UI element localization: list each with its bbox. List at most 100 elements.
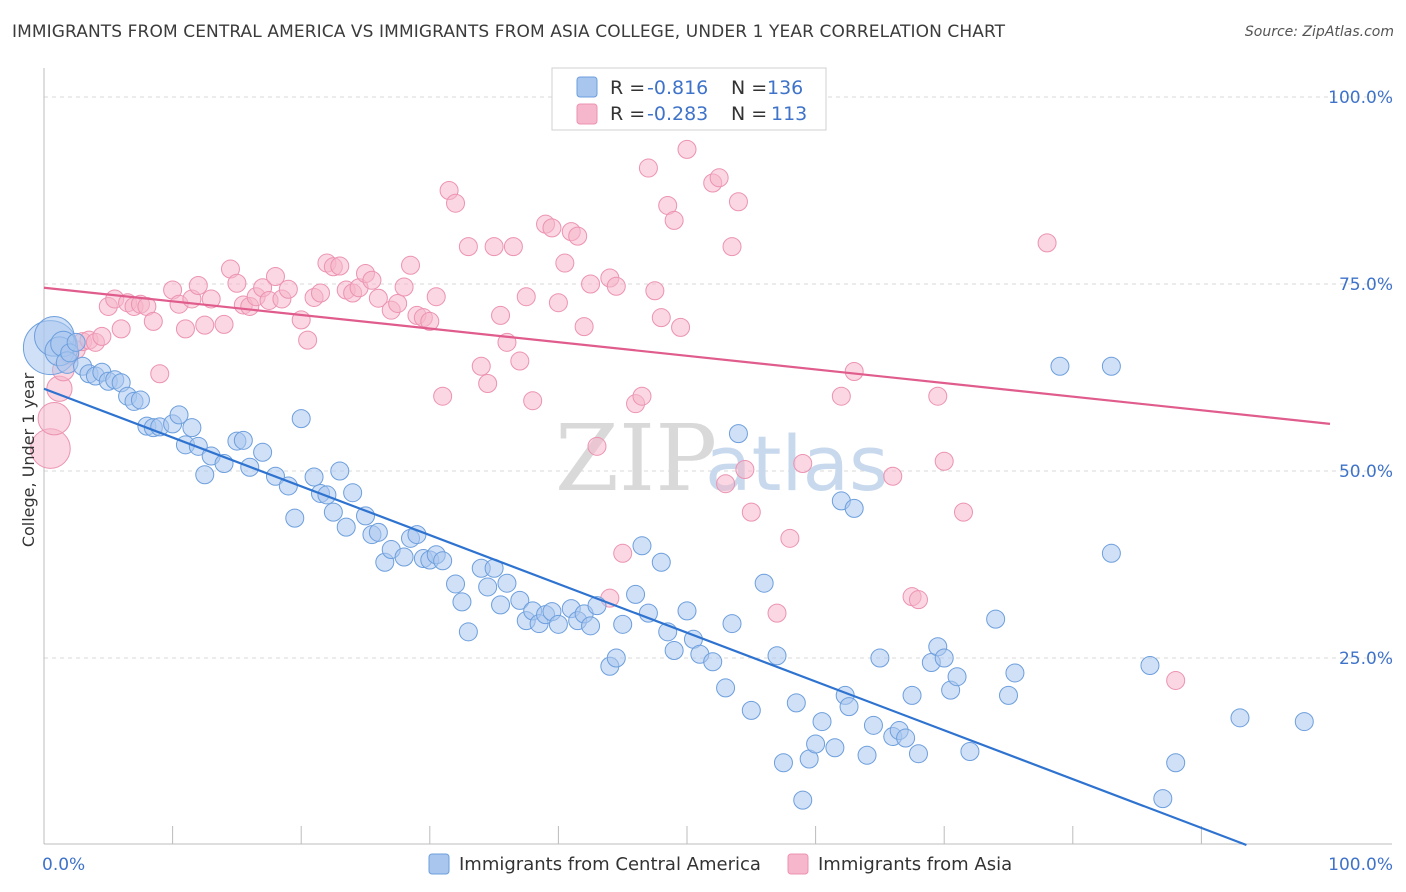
- asia-point-77: [574, 317, 594, 337]
- asia-point-40: [310, 283, 330, 303]
- asia-point-58: [433, 386, 453, 406]
- asia-point-25: [201, 289, 221, 309]
- asia-point-93: [709, 168, 729, 188]
- asia-point-65: [491, 305, 511, 325]
- central-america-point-111: [902, 685, 922, 705]
- asia-point-48: [362, 270, 382, 290]
- asia-point-67: [503, 237, 523, 257]
- central-america-point-59: [478, 577, 498, 597]
- asia-point-24: [195, 315, 215, 335]
- central-america-point-25: [195, 465, 215, 485]
- legend-swatch-pink: [576, 103, 598, 125]
- central-america-point-80: [638, 603, 658, 623]
- legend-n-label-2: N =: [731, 103, 767, 125]
- central-america-point-83: [664, 641, 684, 661]
- asia-point-104: [883, 466, 903, 486]
- y-tick-label-2: 75.0%: [1339, 275, 1393, 295]
- asia-point-111: [928, 386, 948, 406]
- series-legend: Immigrants from Central America Immigran…: [428, 853, 1012, 875]
- asia-point-72: [542, 218, 562, 238]
- legend-r-value-2: -0.283: [647, 103, 708, 125]
- trend-line-asia: [43, 286, 1331, 425]
- series-legend-label-central-america: Immigrants from Central America: [459, 854, 761, 875]
- central-america-point-57: [458, 622, 478, 642]
- asia-point-57: [426, 287, 446, 307]
- central-america-point-79: [632, 536, 652, 556]
- asia-point-73: [548, 293, 568, 313]
- central-america-point-6: [66, 332, 86, 352]
- central-america-point-35: [291, 409, 311, 429]
- central-america-point-73: [581, 616, 601, 636]
- asia-point-9: [92, 326, 112, 346]
- asia-point-51: [388, 293, 408, 313]
- asia-point-60: [446, 193, 466, 213]
- central-america-point-99: [812, 712, 832, 732]
- asia-point-49: [368, 288, 388, 308]
- central-america-point-100: [825, 738, 845, 758]
- central-america-point-121: [1005, 663, 1025, 683]
- central-america-point-124: [1101, 356, 1121, 376]
- central-america-point-62: [497, 573, 517, 593]
- central-america-point-31: [253, 442, 273, 462]
- central-america-point-48: [394, 547, 414, 567]
- central-america-point-110: [896, 728, 916, 748]
- source-label: Source: ZipAtlas.com: [1244, 24, 1394, 40]
- central-america-point-81: [651, 552, 671, 572]
- asia-point-61: [458, 237, 478, 257]
- x-tick-labels: 0.0% 100.0%: [42, 855, 1393, 875]
- asia-point-109: [1166, 670, 1186, 690]
- asia-point-110: [953, 502, 973, 522]
- central-america-point-16: [130, 390, 150, 410]
- central-america-point-87: [703, 652, 723, 672]
- asia-point-26: [214, 314, 234, 334]
- y-tick-labels: 25.0% 50.0% 75.0% 100.0%: [1328, 88, 1393, 669]
- asia-point-64: [484, 237, 504, 257]
- asia-point-89: [664, 210, 684, 230]
- legend-n-label-1: N =: [731, 77, 767, 99]
- asia-point-102: [831, 386, 851, 406]
- asia-point-23: [188, 275, 208, 295]
- asia-point-107: [934, 451, 954, 471]
- asia-point-43: [330, 256, 350, 276]
- central-america-point-88: [716, 678, 736, 698]
- central-america-point-23: [182, 418, 202, 438]
- central-america-point-42: [343, 483, 363, 503]
- legend-n-value-1: 136: [767, 77, 803, 99]
- legend-swatch-blue: [576, 76, 598, 98]
- central-america-point-29: [233, 430, 253, 450]
- asia-point-62: [471, 356, 491, 376]
- central-america-point-84: [677, 601, 697, 621]
- asia-point-82: [613, 543, 633, 563]
- central-america-point-54: [433, 551, 453, 571]
- central-america-point-45: [368, 522, 388, 542]
- asia-point-69: [516, 287, 536, 307]
- central-america-point-93: [767, 646, 787, 666]
- asia-point-108: [1037, 233, 1057, 253]
- legend-r-label-2: R =: [610, 103, 645, 125]
- central-america-point-115: [934, 648, 954, 668]
- central-america-point-89: [722, 614, 742, 634]
- central-america-point-117: [947, 667, 967, 687]
- asia-point-98: [741, 502, 761, 522]
- series-asia-points: [30, 139, 1186, 690]
- central-america-point-123: [1101, 543, 1121, 563]
- central-america-point-125: [1140, 655, 1160, 675]
- asia-point-17: [143, 311, 163, 331]
- legend-r-label-1: R =: [610, 77, 645, 99]
- central-america-point-120: [999, 685, 1018, 705]
- asia-point-79: [587, 436, 607, 456]
- asia-point-81: [606, 276, 626, 296]
- central-america-point-56: [452, 592, 472, 612]
- asia-point-100: [780, 528, 800, 548]
- central-america-point-90: [728, 424, 748, 444]
- y-tick-label-3: 100.0%: [1328, 88, 1393, 108]
- x-tick-label-1: 100.0%: [1328, 855, 1393, 875]
- asia-point-99: [767, 603, 787, 623]
- central-america-point-69: [548, 614, 568, 634]
- central-america-point-34: [285, 508, 305, 528]
- legend-r-value-1: -0.816: [647, 77, 708, 99]
- y-axis-label: College, Under 1 year: [19, 372, 38, 547]
- asia-point-38: [298, 330, 318, 350]
- y-tick-label-0: 25.0%: [1339, 649, 1393, 669]
